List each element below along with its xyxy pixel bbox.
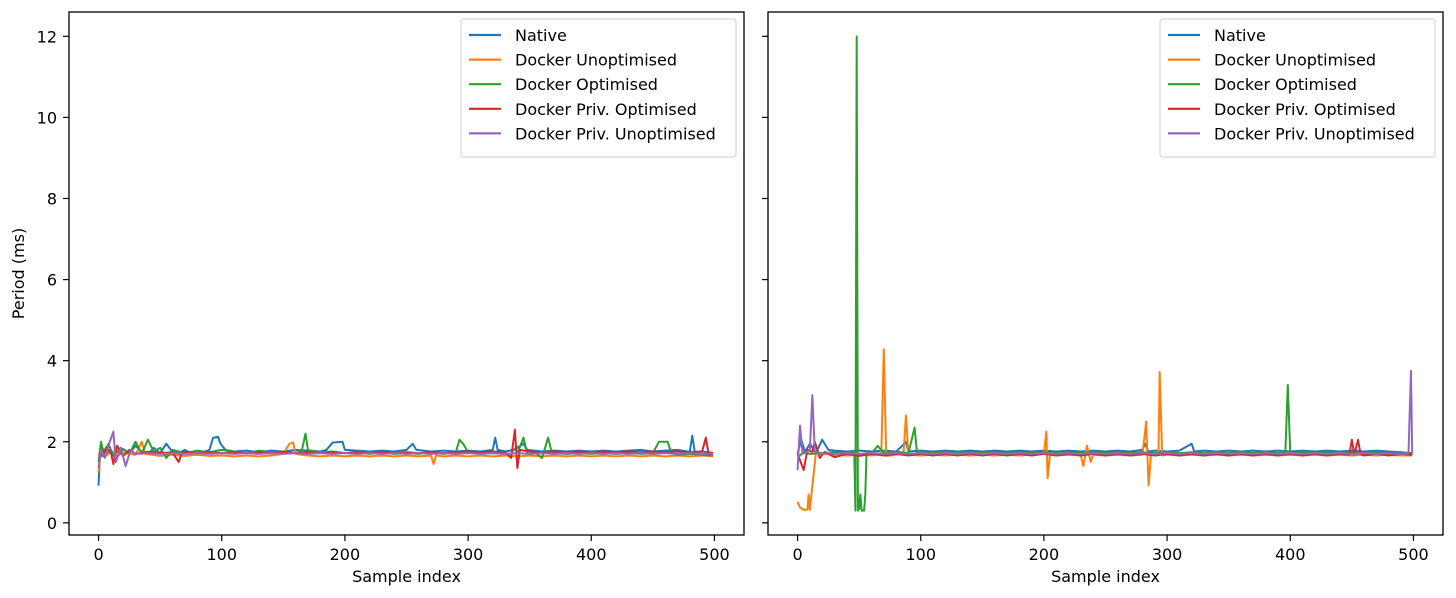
left-x-axis-label: Sample index: [352, 567, 461, 586]
right-x-tick-label: 400: [1275, 545, 1306, 564]
left-series-line-4: [97, 430, 714, 469]
right-series: [796, 35, 1414, 512]
left-y-tick-label: 0: [47, 514, 57, 533]
right-y-ticks: [762, 35, 768, 524]
left-x-tick-label: 300: [453, 545, 484, 564]
right-x-tick-label: 0: [792, 545, 802, 564]
left-axes-frame: [68, 11, 745, 536]
right-x-ticks: 0 100 200 300 400 500: [792, 535, 1429, 564]
right-panel: 0 100 200 300 400 500 Sample index Native Dock…: [762, 11, 1444, 586]
left-x-tick-label: 100: [206, 545, 237, 564]
left-y-tick-label: 2: [47, 433, 57, 452]
left-x-tick-label: 0: [93, 545, 103, 564]
left-y-axis-label: Period (ms): [9, 228, 28, 319]
left-legend-label: Docker Unoptimised: [515, 51, 677, 70]
right-legend: Native Docker Unoptimised Docker Optimised…: [1159, 18, 1436, 158]
left-y-tick-label: 12: [37, 27, 57, 46]
left-y-tick-label: 6: [47, 271, 57, 290]
right-legend-label: Native: [1214, 26, 1266, 45]
left-legend-label: Docker Priv. Optimised: [515, 100, 697, 119]
right-axes-frame: [767, 11, 1444, 536]
right-x-tick-label: 200: [1029, 545, 1060, 564]
right-x-tick-label: 100: [905, 545, 936, 564]
left-series: [97, 428, 714, 486]
left-x-tick-label: 500: [699, 545, 730, 564]
right-x-tick-label: 300: [1152, 545, 1183, 564]
right-x-tick-label: 500: [1398, 545, 1429, 564]
left-y-tick-label: 4: [47, 352, 57, 371]
left-legend: Native Docker Unoptimised Docker Optimised…: [460, 18, 737, 158]
left-x-ticks: 0 100 200 300 400 500: [93, 535, 730, 564]
left-legend-label: Docker Optimised: [515, 75, 658, 94]
right-series-line-4: [796, 369, 1414, 471]
right-legend-box: [1159, 18, 1436, 158]
right-x-axis-label: Sample index: [1051, 567, 1160, 586]
right-legend-label: Docker Priv. Optimised: [1214, 100, 1396, 119]
right-legend-label: Docker Unoptimised: [1214, 51, 1376, 70]
left-x-tick-label: 400: [576, 545, 607, 564]
left-y-tick-label: 8: [47, 189, 57, 208]
left-y-ticks: 0 2 4 6 8 10 12: [37, 27, 69, 533]
left-x-tick-label: 200: [330, 545, 361, 564]
left-legend-label: Native: [515, 26, 567, 45]
right-legend-label: Docker Priv. Unoptimised: [1214, 124, 1415, 143]
left-legend-box: [460, 18, 737, 158]
right-legend-label: Docker Optimised: [1214, 75, 1357, 94]
left-legend-label: Docker Priv. Unoptimised: [515, 124, 716, 143]
left-y-tick-label: 10: [37, 108, 57, 127]
